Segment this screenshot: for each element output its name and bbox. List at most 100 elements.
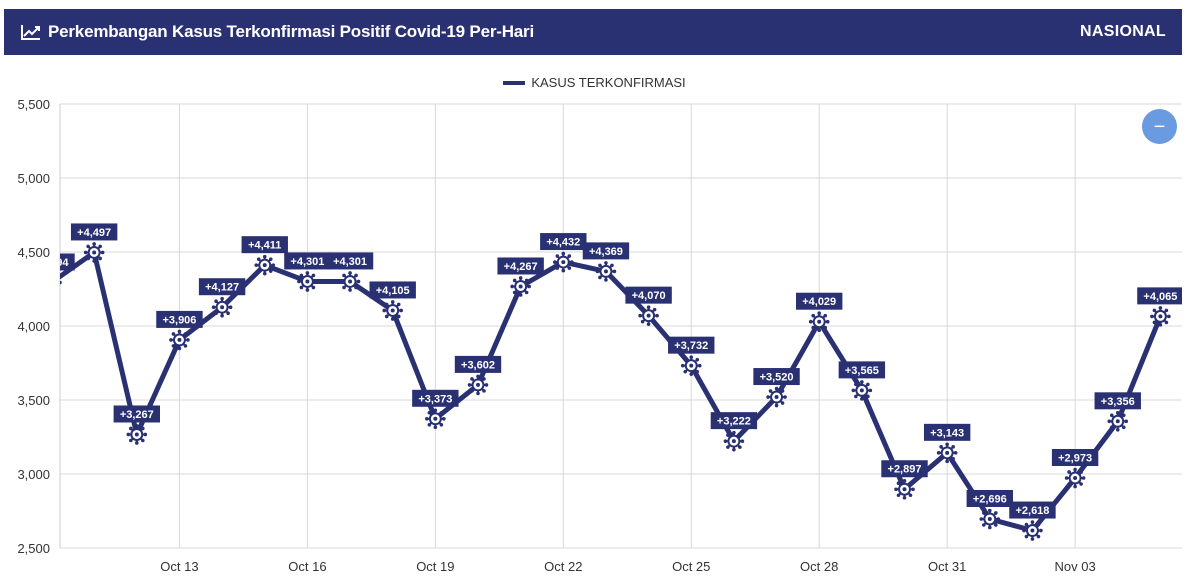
data-label-box xyxy=(70,223,118,241)
data-label-text: +4,070 xyxy=(632,290,666,302)
data-label-box xyxy=(198,278,246,296)
y-tick-label: 3,500 xyxy=(17,393,50,408)
data-label: +4,294 xyxy=(60,253,75,271)
virus-icon xyxy=(723,430,745,452)
data-label: +3,222 xyxy=(710,412,758,430)
data-label-text: +3,906 xyxy=(162,314,196,326)
legend-label: KASUS TERKONFIRMASI xyxy=(531,75,686,90)
data-label-text: +4,497 xyxy=(77,227,111,239)
data-label-text: +2,973 xyxy=(1058,452,1092,464)
data-label-text: +4,267 xyxy=(504,261,538,273)
y-tick-label: 2,500 xyxy=(17,541,50,556)
data-label-text: +4,029 xyxy=(802,296,836,308)
data-label: +3,565 xyxy=(838,361,886,379)
virus-icon xyxy=(211,296,233,318)
data-label-box xyxy=(1137,287,1182,305)
data-label-box xyxy=(796,292,843,310)
y-tick-label: 5,500 xyxy=(17,97,50,112)
data-label-box xyxy=(156,310,203,328)
line-chart-icon xyxy=(20,23,42,41)
data-label: +4,065 xyxy=(1137,287,1182,305)
data-label-text: +4,369 xyxy=(589,246,623,258)
zoom-out-button[interactable]: − xyxy=(1142,109,1177,144)
data-label-text: +4,301 xyxy=(290,256,324,268)
x-tick-label: Oct 28 xyxy=(800,559,838,574)
data-label-text: +2,618 xyxy=(1015,505,1049,517)
data-label: +4,369 xyxy=(582,242,630,260)
virus-icon xyxy=(83,242,105,263)
data-label-box xyxy=(60,253,75,271)
data-label-box xyxy=(668,336,715,354)
data-label-text: +4,432 xyxy=(546,237,580,249)
data-label-box xyxy=(753,368,800,386)
data-label-text: +3,267 xyxy=(120,409,154,421)
data-label-box xyxy=(540,233,587,251)
y-tick-label: 4,500 xyxy=(17,245,50,260)
x-tick-label: Oct 31 xyxy=(928,559,966,574)
data-label-box xyxy=(1051,448,1099,466)
virus-icon xyxy=(425,408,446,430)
virus-icon xyxy=(808,311,830,333)
data-label-box xyxy=(881,460,928,478)
data-label-text: +3,602 xyxy=(461,359,495,371)
series-group: +4,294 +4,497 +3,267 +3,906 +4,127 +4,411 +4,3… xyxy=(60,223,1182,541)
data-label-box xyxy=(582,242,630,260)
data-label: +3,520 xyxy=(753,368,800,386)
virus-icon xyxy=(382,300,403,321)
data-label: +4,497 xyxy=(70,223,118,241)
data-label-box xyxy=(326,252,374,270)
legend-swatch xyxy=(503,80,526,85)
data-label-box xyxy=(625,286,672,304)
chart-title: Perkembangan Kasus Terkonfirmasi Positif… xyxy=(48,22,534,41)
data-label-box xyxy=(412,389,459,407)
virus-icon xyxy=(1150,306,1171,327)
data-label-box xyxy=(838,361,886,379)
data-label-text: +3,520 xyxy=(760,372,794,384)
data-label-text: +3,222 xyxy=(717,416,751,428)
data-label: +3,602 xyxy=(454,355,502,373)
y-tick-label: 3,000 xyxy=(17,467,50,482)
data-label-text: +4,127 xyxy=(205,282,239,294)
data-label-box xyxy=(1009,501,1056,519)
virus-icon xyxy=(339,271,361,292)
data-label: +4,127 xyxy=(198,278,246,296)
data-label: +2,973 xyxy=(1051,448,1099,466)
chart-legend[interactable]: KASUS TERKONFIRMASI xyxy=(0,75,1189,90)
x-tick-label: Nov 03 xyxy=(1054,559,1095,574)
data-label: +4,267 xyxy=(497,257,544,275)
data-label-box xyxy=(284,252,331,270)
header-left: Perkembangan Kasus Terkonfirmasi Positif… xyxy=(20,22,534,42)
y-tick-label: 5,000 xyxy=(17,171,50,186)
data-label-text: +2,897 xyxy=(888,464,922,476)
data-label-text: +3,373 xyxy=(418,393,452,405)
data-label-text: +3,565 xyxy=(845,365,879,377)
virus-icon xyxy=(638,305,659,326)
virus-icon xyxy=(979,508,1001,530)
data-label-box xyxy=(454,355,502,373)
data-label: +4,105 xyxy=(369,281,416,299)
data-label-box xyxy=(369,281,416,299)
x-tick-label: Oct 16 xyxy=(288,559,326,574)
virus-icon xyxy=(126,424,148,445)
x-tick-label: Oct 19 xyxy=(416,559,454,574)
data-label-text: +4,301 xyxy=(333,256,367,268)
minus-icon: − xyxy=(1153,115,1166,138)
data-label: +4,411 xyxy=(241,236,288,254)
data-label-text: +3,143 xyxy=(930,427,964,439)
virus-icon xyxy=(510,276,531,297)
data-label: +2,897 xyxy=(881,460,928,478)
x-tick-label: Oct 22 xyxy=(544,559,582,574)
data-label-box xyxy=(923,423,971,441)
data-label: +3,356 xyxy=(1094,392,1141,410)
data-label-text: +4,411 xyxy=(248,240,281,252)
x-tick-label: Oct 13 xyxy=(160,559,198,574)
data-label-box xyxy=(241,236,288,254)
virus-icon xyxy=(680,355,702,376)
data-label: +3,906 xyxy=(156,310,203,328)
virus-icon xyxy=(169,329,190,351)
data-label: +2,696 xyxy=(966,489,1013,507)
virus-icon xyxy=(894,478,915,500)
data-label-text: +4,065 xyxy=(1143,291,1177,303)
data-label-box xyxy=(113,405,160,423)
